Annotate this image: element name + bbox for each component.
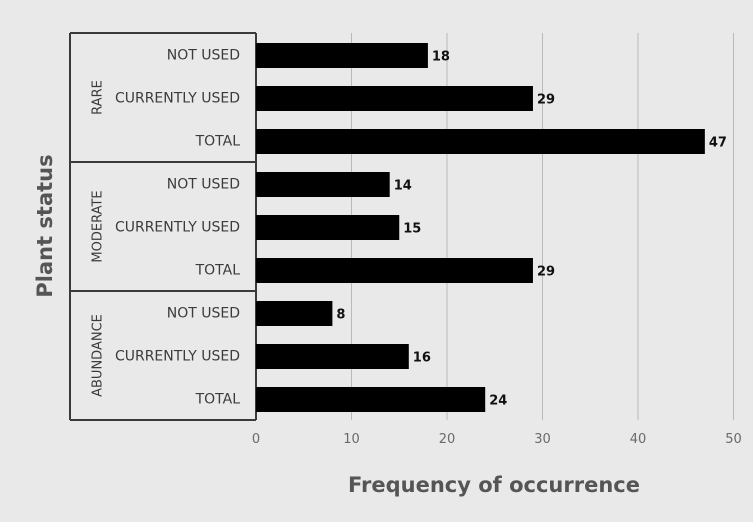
data-label: 24 [489,394,507,409]
bar [256,43,428,68]
x-tick-label: 10 [343,432,360,447]
x-tick-label: 50 [725,432,742,447]
group-label: ABUNDANCE [91,314,106,397]
x-tick-label: 40 [630,432,647,447]
x-tick-label: 20 [439,432,456,447]
bars [256,43,705,412]
category-label: NOT USED [167,177,240,193]
group-label: RARE [91,80,106,115]
category-label: TOTAL [195,134,241,150]
y-axis-title: Plant status [33,154,57,297]
x-tick-label: 30 [534,432,551,447]
category-label: TOTAL [195,392,241,408]
data-label: 29 [537,93,555,108]
data-label: 29 [537,265,555,280]
category-label: CURRENTLY USED [115,349,240,365]
bar [256,258,533,283]
data-label: 8 [336,308,345,323]
bar [256,129,705,154]
category-label: NOT USED [167,306,240,322]
bar [256,215,400,240]
x-tick-label: 0 [252,432,260,447]
data-label: 16 [413,351,431,366]
data-label: 15 [403,222,421,237]
labels: 0 10 20 30 40 50 RARE NOT USED 18 CURRENTLY USED 2… [91,48,742,448]
data-label: 47 [709,136,727,151]
bar [256,344,409,369]
category-label: TOTAL [195,263,241,279]
bar [256,301,333,326]
x-axis-title: Frequency of occurrence [348,473,640,497]
category-label: NOT USED [167,48,240,64]
bar [256,172,390,197]
bar [256,86,533,111]
bar [256,387,486,412]
data-label: 18 [432,50,450,65]
data-label: 14 [394,179,412,194]
category-label: CURRENTLY USED [115,220,240,236]
group-label: MODERATE [91,190,106,262]
category-label: CURRENTLY USED [115,91,240,107]
